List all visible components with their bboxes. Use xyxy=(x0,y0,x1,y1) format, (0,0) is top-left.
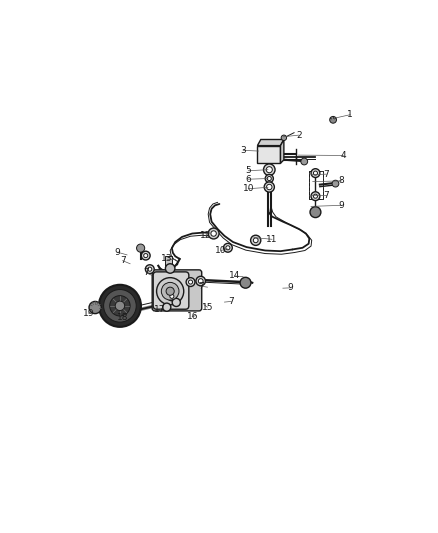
Circle shape xyxy=(137,244,145,252)
Circle shape xyxy=(267,184,272,190)
Text: 10: 10 xyxy=(243,184,254,193)
Circle shape xyxy=(89,302,101,313)
Circle shape xyxy=(253,238,258,243)
Circle shape xyxy=(110,296,130,316)
Circle shape xyxy=(211,231,216,236)
Circle shape xyxy=(226,246,230,250)
Text: 9: 9 xyxy=(288,284,293,292)
Text: 19: 19 xyxy=(83,309,95,318)
Circle shape xyxy=(264,164,275,175)
Text: 7: 7 xyxy=(228,297,234,306)
Text: 7: 7 xyxy=(144,268,149,277)
Circle shape xyxy=(265,174,273,183)
Text: 7: 7 xyxy=(323,191,329,200)
Circle shape xyxy=(267,176,271,181)
Circle shape xyxy=(166,287,174,295)
Text: 3: 3 xyxy=(240,146,246,155)
Circle shape xyxy=(311,168,320,177)
Circle shape xyxy=(186,278,195,286)
Text: 4: 4 xyxy=(340,151,346,160)
Circle shape xyxy=(148,267,152,271)
Circle shape xyxy=(196,276,205,286)
FancyBboxPatch shape xyxy=(152,270,202,311)
Text: 7: 7 xyxy=(120,256,126,265)
Circle shape xyxy=(198,279,203,284)
Text: 9: 9 xyxy=(339,201,344,210)
Circle shape xyxy=(157,278,184,305)
Circle shape xyxy=(161,282,179,300)
Polygon shape xyxy=(280,140,284,163)
Circle shape xyxy=(314,194,318,198)
Circle shape xyxy=(167,292,176,301)
Text: 7: 7 xyxy=(198,281,204,290)
Circle shape xyxy=(240,277,251,288)
Text: 9: 9 xyxy=(115,248,120,257)
Circle shape xyxy=(115,301,125,311)
FancyBboxPatch shape xyxy=(153,272,189,309)
Text: 14: 14 xyxy=(229,271,240,280)
Circle shape xyxy=(188,280,193,284)
Circle shape xyxy=(141,251,150,260)
Text: 10: 10 xyxy=(215,246,227,255)
Circle shape xyxy=(104,289,136,322)
Circle shape xyxy=(162,303,171,311)
Circle shape xyxy=(310,207,321,217)
Text: 6: 6 xyxy=(245,175,251,184)
Circle shape xyxy=(145,265,154,273)
Circle shape xyxy=(332,180,339,187)
Circle shape xyxy=(281,135,286,141)
Text: 5: 5 xyxy=(245,166,251,175)
Circle shape xyxy=(172,298,180,306)
Circle shape xyxy=(208,228,219,239)
Circle shape xyxy=(144,254,148,257)
Bar xyxy=(165,256,172,268)
Text: 16: 16 xyxy=(187,312,198,321)
Circle shape xyxy=(264,182,274,192)
Polygon shape xyxy=(258,140,284,146)
Circle shape xyxy=(251,235,261,245)
Bar xyxy=(309,171,323,199)
Bar xyxy=(258,146,280,163)
Circle shape xyxy=(311,192,320,200)
Text: 15: 15 xyxy=(202,303,213,312)
Text: 8: 8 xyxy=(339,176,344,185)
Text: 12: 12 xyxy=(200,231,212,240)
Circle shape xyxy=(223,244,232,252)
Circle shape xyxy=(99,285,141,327)
Text: 7: 7 xyxy=(323,169,329,179)
Text: 11: 11 xyxy=(266,235,278,244)
Text: 2: 2 xyxy=(297,131,302,140)
Circle shape xyxy=(330,116,336,123)
Circle shape xyxy=(301,158,307,165)
Circle shape xyxy=(166,264,175,273)
Circle shape xyxy=(170,294,174,298)
Text: 13: 13 xyxy=(161,254,173,263)
Text: 1: 1 xyxy=(347,110,353,119)
Circle shape xyxy=(266,167,272,173)
Text: 17: 17 xyxy=(154,305,166,314)
Text: 18: 18 xyxy=(117,313,128,322)
Circle shape xyxy=(314,171,318,175)
